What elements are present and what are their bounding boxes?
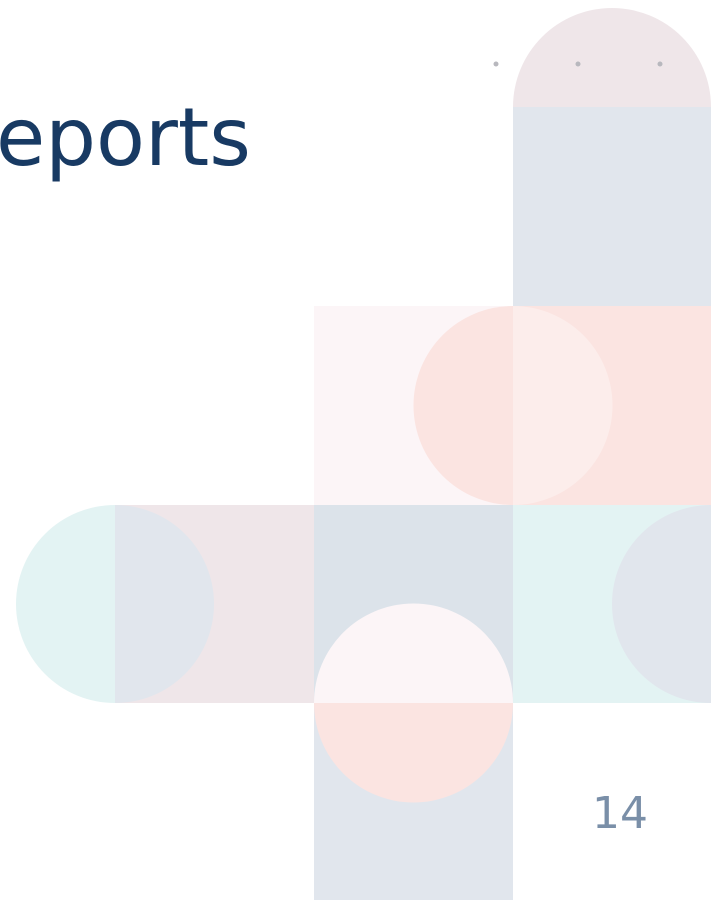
- slide: eports 14: [0, 0, 711, 901]
- dot: [494, 62, 499, 67]
- dot: [658, 62, 663, 67]
- page: {"slide": {"title": "eports", "page_numb…: [0, 0, 711, 901]
- slide-title: eports: [0, 91, 251, 184]
- shape: [513, 107, 711, 306]
- shape: [16, 505, 115, 703]
- dot: [576, 62, 581, 67]
- page-number: 14: [592, 788, 648, 839]
- shape: [513, 8, 711, 107]
